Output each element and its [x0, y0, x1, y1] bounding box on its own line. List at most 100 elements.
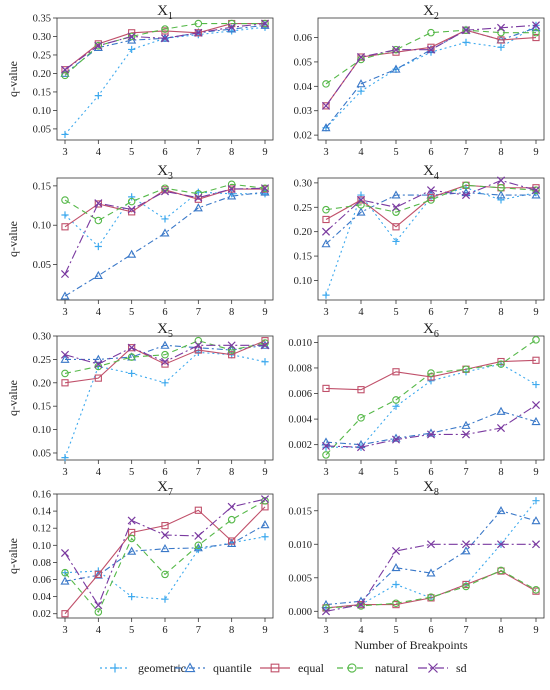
x-tick-label: 3 — [62, 147, 67, 158]
data-point-natural — [392, 45, 400, 54]
chart-panel-5: X5 0.05 0.10 0.15 0.20 0.25 0.30 3 4 5 6 7 8 9 q-value — [6, 321, 274, 478]
data-point-natural — [497, 183, 505, 192]
y-tick-label: 0.20 — [294, 227, 312, 238]
data-point-quantile — [391, 562, 401, 572]
data-point-geometric — [161, 215, 169, 223]
data-point-equal — [94, 374, 102, 382]
data-point-quantile — [60, 291, 70, 300]
data-point-sd — [60, 350, 70, 359]
data-point-equal — [427, 193, 435, 202]
data-point-sd — [426, 430, 436, 439]
y-axis-label: q-value — [6, 61, 20, 97]
data-point-natural — [532, 336, 540, 344]
data-point-sd — [260, 495, 270, 504]
data-point-equal — [427, 373, 435, 381]
x-tick-label: 8 — [229, 467, 234, 478]
legend-label: natural — [375, 661, 409, 675]
y-tick-label: 0.10 — [294, 276, 312, 287]
series-equal — [322, 26, 540, 110]
data-point-quantile — [531, 190, 541, 199]
data-point-equal — [392, 368, 400, 376]
data-point-quantile — [160, 340, 170, 349]
data-point-quantile — [321, 239, 331, 248]
series-line-quantile — [64, 524, 266, 582]
y-axis-label: q-value — [6, 221, 20, 257]
series-sd — [321, 401, 541, 452]
data-point-quantile — [356, 207, 366, 216]
legend-label: quantile — [213, 661, 252, 675]
data-point-geometric — [161, 379, 169, 387]
data-point-sd — [356, 53, 366, 62]
data-point-quantile — [127, 546, 137, 555]
data-point-geometric — [94, 242, 102, 251]
data-point-quantile — [461, 420, 471, 429]
data-point-natural — [161, 25, 169, 33]
x-tick-label: 4 — [96, 147, 102, 158]
x-tick-label: 5 — [129, 625, 134, 636]
data-point-sd — [194, 341, 203, 350]
data-point-natural — [462, 181, 470, 190]
data-point-natural — [261, 497, 269, 505]
y-axis-label: q-value — [6, 380, 20, 416]
data-point-equal — [322, 215, 330, 224]
legend-marker-equal — [270, 663, 280, 673]
data-point-quantile — [160, 228, 170, 237]
data-point-sd — [426, 186, 436, 195]
x-tick-label: 8 — [498, 625, 503, 636]
data-point-sd — [160, 187, 170, 196]
chart-panel-1: X1 0.05 0.10 0.15 0.20 0.25 0.30 0.35 3 4 5 6 7 8 9 q-v… — [6, 3, 274, 158]
data-point-sd — [160, 34, 170, 43]
data-point-geometric — [392, 402, 400, 410]
data-point-natural — [462, 365, 470, 374]
data-point-natural — [194, 336, 203, 345]
y-tick-label: 0.10 — [33, 541, 51, 552]
data-point-equal — [357, 386, 365, 394]
data-point-natural — [532, 28, 540, 37]
y-tick-label: 0.02 — [294, 131, 312, 142]
data-point-natural — [392, 599, 400, 608]
x-tick-label: 7 — [196, 625, 201, 636]
data-point-quantile — [531, 516, 541, 525]
data-point-sd — [321, 227, 331, 236]
data-point-sd — [94, 41, 103, 50]
x-tick-label: 6 — [428, 147, 433, 158]
data-point-equal — [497, 36, 505, 44]
data-point-natural — [94, 216, 103, 225]
x-tick-label: 7 — [196, 307, 201, 318]
x-tick-label: 3 — [323, 147, 328, 158]
data-point-sd — [160, 531, 170, 540]
data-point-geometric — [128, 369, 136, 378]
y-tick-label: 0.06 — [33, 575, 51, 586]
data-point-natural — [127, 32, 136, 41]
y-tick-label: 0.25 — [33, 355, 51, 366]
x-tick-label: 7 — [463, 467, 468, 478]
series-sd — [60, 19, 270, 74]
series-line-natural — [64, 500, 266, 614]
legend-marker-natural — [347, 663, 357, 673]
data-point-sd — [356, 443, 366, 452]
x-tick-label: 7 — [463, 147, 468, 158]
data-point-sd — [227, 341, 236, 350]
data-point-equal — [261, 337, 269, 345]
x-tick-label: 9 — [262, 625, 267, 636]
data-point-sd — [227, 184, 236, 194]
y-tick-label: 0.35 — [33, 14, 51, 25]
chart-panel-8: X8 0.000 0.005 0.010 0.015 3 4 5 6 7 8 9 Number of B… — [288, 479, 545, 652]
series-natural — [61, 497, 269, 616]
y-tick-label: 0.005 — [288, 573, 312, 584]
series-line-quantile — [325, 510, 537, 606]
data-point-natural — [161, 350, 169, 359]
data-point-quantile — [531, 416, 541, 426]
chart-title: X3 — [157, 163, 173, 182]
data-point-sd — [426, 45, 436, 54]
legend-label: equal — [298, 661, 325, 675]
data-point-equal — [128, 344, 136, 352]
x-tick-label: 3 — [62, 467, 67, 478]
data-point-geometric — [128, 593, 136, 601]
legend-item-sd: sd — [418, 661, 467, 675]
y-tick-label: 0.02 — [33, 609, 51, 620]
data-point-natural — [127, 534, 136, 543]
data-point-sd — [391, 203, 401, 212]
series-sd — [60, 341, 270, 369]
data-point-sd — [260, 184, 270, 193]
